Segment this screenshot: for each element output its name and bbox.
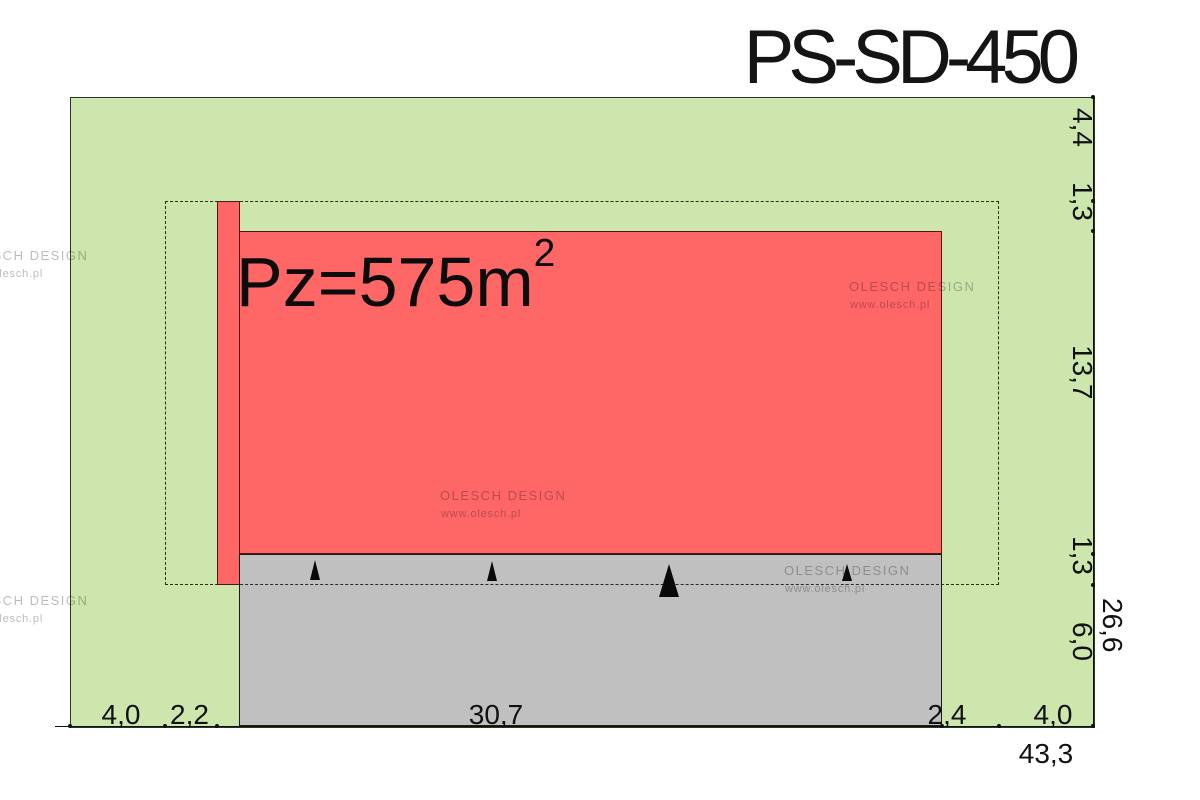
svg-text:OLESCH DESIGN: OLESCH DESIGN	[440, 488, 566, 503]
svg-text:www.olesch.pl: www.olesch.pl	[849, 299, 930, 311]
svg-text:www.olesch.pl: www.olesch.pl	[0, 613, 43, 625]
svg-text:www.olesch.pl: www.olesch.pl	[440, 508, 521, 520]
svg-text:www.olesch.pl: www.olesch.pl	[0, 268, 43, 280]
svg-text:OLESCH DESIGN: OLESCH DESIGN	[849, 279, 975, 294]
svg-text:OLESCH DESIGN: OLESCH DESIGN	[0, 593, 88, 608]
svg-text:www.olesch.pl: www.olesch.pl	[784, 583, 865, 595]
svg-text:OLESCH DESIGN: OLESCH DESIGN	[0, 248, 88, 263]
